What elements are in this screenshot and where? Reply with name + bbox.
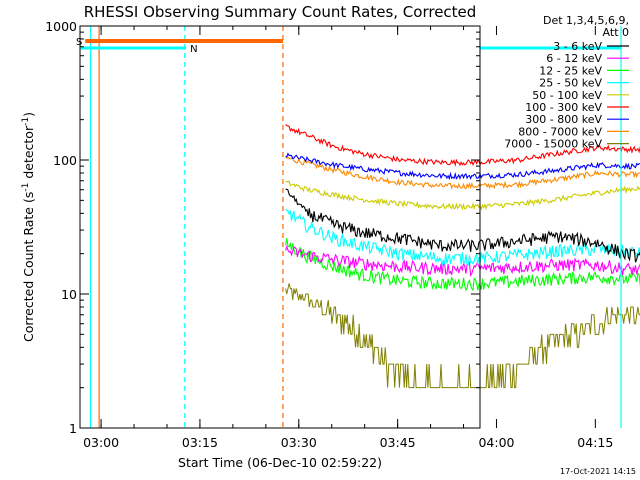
series-line-800-7000-keV bbox=[285, 156, 640, 190]
x-axis-label: Start Time (06-Dec-10 02:59:22) bbox=[178, 455, 382, 470]
chart-title: RHESSI Observing Summary Count Rates, Co… bbox=[84, 3, 477, 21]
x-tick-label: 04:15 bbox=[577, 435, 613, 450]
series-line-7000-15000-keV bbox=[285, 283, 640, 389]
y-axis-label: Corrected Count Rate (s-1 detector-1) bbox=[21, 112, 36, 342]
legend-label: 7000 - 15000 keV bbox=[504, 138, 602, 151]
legend-header-2: Att 0 bbox=[603, 26, 629, 39]
legend-header-1: Det 1,3,4,5,6,9, bbox=[543, 14, 629, 27]
series-line-50-100-keV bbox=[285, 180, 640, 211]
x-tick-label: 04:00 bbox=[478, 435, 514, 450]
series-line-25-50-keV bbox=[285, 208, 640, 267]
legend-label: 6 - 12 keV bbox=[546, 52, 602, 65]
legend-label: 300 - 800 keV bbox=[525, 113, 602, 126]
y-axis: 1 10 100 1000 bbox=[45, 19, 480, 436]
footer-timestamp: 17-Oct-2021 14:15 bbox=[560, 467, 636, 476]
plot-frame bbox=[79, 25, 481, 429]
plot-area bbox=[285, 123, 640, 389]
legend-label: 12 - 25 keV bbox=[539, 64, 602, 77]
legend-label: 3 - 6 keV bbox=[553, 40, 602, 53]
y-tick-label: 1000 bbox=[45, 19, 77, 34]
legend-label: 800 - 7000 keV bbox=[518, 125, 602, 138]
orbit-markers: SN bbox=[76, 26, 622, 428]
legend-label: 50 - 100 keV bbox=[532, 89, 602, 102]
legend-label: 100 - 300 keV bbox=[525, 101, 602, 114]
x-tick-label: 03:15 bbox=[182, 435, 218, 450]
y-tick-label: 10 bbox=[61, 287, 77, 302]
y-tick-label: 1 bbox=[69, 421, 77, 436]
x-tick-label: 03:30 bbox=[281, 435, 317, 450]
series-line-300-800-keV bbox=[285, 152, 640, 181]
x-tick-label: 03:45 bbox=[380, 435, 416, 450]
series-line-100-300-keV bbox=[285, 123, 640, 168]
series-line-12-25-keV bbox=[285, 238, 640, 292]
x-tick-label: 03:00 bbox=[83, 435, 119, 450]
y-tick-label: 100 bbox=[53, 153, 77, 168]
saa-label: S bbox=[76, 37, 82, 48]
legend-label: 25 - 50 keV bbox=[539, 77, 602, 90]
series-line-3-6-keV bbox=[285, 188, 640, 263]
night-label: N bbox=[190, 44, 197, 55]
